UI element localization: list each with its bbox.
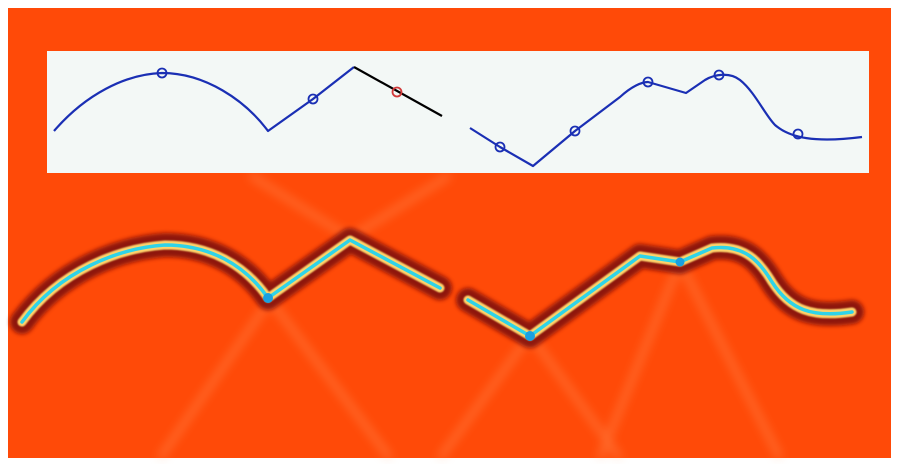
- marker-blue-3: [494, 141, 506, 153]
- inset-panel: [47, 51, 869, 173]
- inset-curve-left: [53, 66, 355, 133]
- inset-curve-right: [469, 73, 863, 168]
- marker-blue-4: [569, 125, 581, 137]
- marker-blue-5: [642, 76, 654, 88]
- marker-blue-7: [792, 128, 804, 140]
- marker-blue-1: [156, 67, 168, 79]
- marker-blue-6: [713, 69, 725, 81]
- marker-blue-2: [307, 93, 319, 105]
- reflector-right: [456, 235, 864, 348]
- inset-highlighted-segment: [353, 66, 443, 117]
- inset-markers: [156, 67, 804, 153]
- artifact-streaks: [157, 172, 783, 460]
- marker-red-1: [391, 86, 403, 98]
- reflector-left: [10, 228, 452, 334]
